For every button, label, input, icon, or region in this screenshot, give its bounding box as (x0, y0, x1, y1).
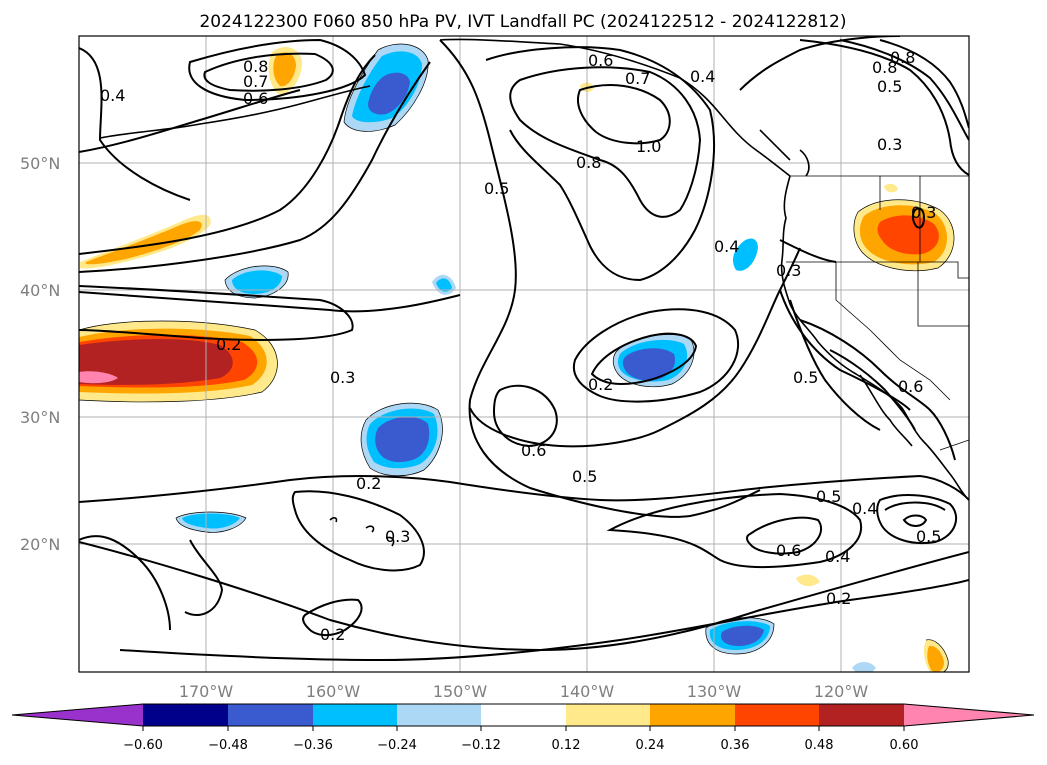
lat-label: 40°N (20, 281, 60, 300)
state-borders (786, 175, 969, 451)
colorbar-segment (650, 704, 735, 726)
lat-label: 30°N (20, 408, 60, 427)
colorbar-tick-label: −0.36 (293, 738, 333, 753)
colorbar-tick-label: −0.24 (377, 738, 417, 753)
contour-label: 0.8 (872, 58, 897, 77)
colorbar-tick-label: −0.60 (123, 738, 163, 753)
lon-label: 150°W (433, 682, 488, 701)
colorbar-segment (566, 704, 650, 726)
contour-label: 0.6 (521, 441, 546, 460)
colorbar-segment (228, 704, 313, 726)
contour-label: 0.6 (588, 51, 613, 70)
latitude-labels: 50°N 40°N 30°N 20°N (20, 154, 60, 554)
colorbar-tick-label: 0.12 (552, 738, 581, 753)
colorbar-tick-label: 0.60 (890, 738, 919, 753)
colorbar-segment (735, 704, 819, 726)
contour-label: 0.2 (588, 375, 613, 394)
contour-label: 0.2 (826, 589, 851, 608)
contour-label: 0.3 (877, 135, 902, 154)
colorbar-tick-label: 0.36 (721, 738, 750, 753)
contour-label: 0.3 (330, 368, 355, 387)
lon-label: 140°W (560, 682, 615, 701)
lat-label: 50°N (20, 154, 60, 173)
map-title: 2024122300 F060 850 hPa PV, IVT Landfall… (199, 12, 846, 32)
map-border (78, 35, 970, 673)
colorbar: −0.60 −0.48 −0.36 −0.24 −0.12 0.12 0.24 … (11, 703, 1035, 753)
contour-label: 0.2 (216, 335, 241, 354)
positive-pv-shading (79, 47, 955, 672)
lon-label: 120°W (814, 682, 869, 701)
contour-label: 0.2 (320, 625, 345, 644)
contour-label: 0.3 (385, 527, 410, 546)
lon-label: 130°W (687, 682, 742, 701)
contour-label: 0.7 (243, 72, 268, 91)
longitude-labels: 170°W 160°W 150°W 140°W 130°W 120°W (179, 682, 869, 701)
contour-label: 0.5 (916, 527, 941, 546)
colorbar-extend-high (904, 704, 1034, 726)
colorbar-tick-label: 0.24 (636, 738, 665, 753)
contour-label: 0.4 (690, 67, 715, 86)
pv-contours (79, 36, 969, 662)
contour-label: 0.6 (776, 541, 801, 560)
contour-label: 0.5 (816, 487, 841, 506)
contour-label: 0.8 (890, 48, 915, 67)
map-content: 0.4 0.8 0.7 0.6 0.6 0.7 0.4 1.0 0.8 0.5 … (79, 36, 969, 672)
contour-label: 0.3 (911, 203, 936, 222)
lon-label: 160°W (306, 682, 361, 701)
lat-label: 20°N (20, 535, 60, 554)
contour-label: 0.5 (877, 77, 902, 96)
colorbar-tick-label: 0.48 (805, 738, 834, 753)
contour-label: 0.5 (793, 368, 818, 387)
contour-label: 0.5 (484, 179, 509, 198)
contour-label: 0.8 (576, 153, 601, 172)
lon-label: 170°W (179, 682, 234, 701)
contour-label: 0.6 (243, 89, 268, 108)
contour-label: 0.8 (243, 57, 268, 76)
contour-label: 0.4 (714, 237, 739, 256)
contour-labels: 0.4 0.8 0.7 0.6 0.6 0.7 0.4 1.0 0.8 0.5 … (100, 48, 941, 644)
contour-label: 0.4 (852, 499, 877, 518)
colorbar-extend-low (12, 704, 143, 726)
colorbar-segment (397, 704, 481, 726)
gridlines (79, 36, 969, 672)
colorbar-segment (313, 704, 397, 726)
colorbar-tick-label: −0.12 (461, 738, 501, 753)
contour-label: 0.2 (356, 474, 381, 493)
contour-label: 0.4 (825, 547, 850, 566)
contour-label: 0.4 (100, 86, 125, 105)
contour-label: 0.6 (898, 377, 923, 396)
contour-label: 0.5 (572, 467, 597, 486)
colorbar-segment (143, 704, 228, 726)
contour-label: 1.0 (636, 137, 661, 156)
negative-pv-shading (176, 44, 876, 672)
colorbar-segment (481, 704, 566, 726)
colorbar-tick-label: −0.48 (208, 738, 248, 753)
colorbar-segment (819, 704, 904, 726)
contour-label: 0.7 (625, 69, 650, 88)
contour-label: 0.3 (776, 261, 801, 280)
